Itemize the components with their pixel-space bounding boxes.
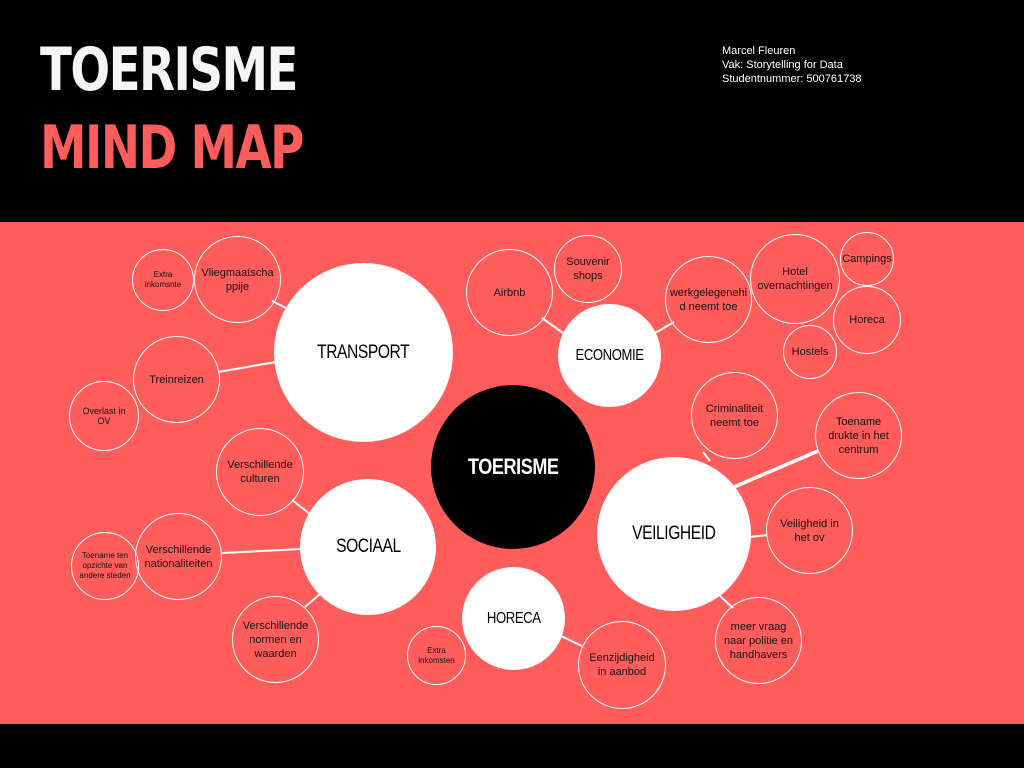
node-campings: Campings [840,232,894,286]
node-flight-extra: Extra inkomsnte [132,249,194,311]
node-crime: Criminaliteit neemt toe [691,372,778,459]
node-opinion: Toename ten opzichte van andere steden [71,532,139,600]
node-horeca-extra-label: Extra inkomsten [418,645,455,665]
link-sociaal-norms [304,593,321,608]
node-cultures: Verschillende culturen [216,428,304,516]
node-employment-label: werkgelegenehid neemt toe [669,286,748,313]
link-sociaal-cultures [291,499,311,515]
node-crowds-label: Toename drukte in het centrum [828,415,889,456]
node-hostels-label: Hostels [791,346,829,358]
node-hotel-label: Hotel overnachtingen [757,266,833,292]
node-transport-label: TRANSPORT [317,341,410,363]
node-cultures-label: Verschillende culturen [227,459,293,485]
node-opinion-label: Toename ten opzichte van andere steden [79,551,131,580]
node-souvenir-label: Souvenir shops [566,256,610,282]
node-campings-label: Campings [842,253,892,265]
title-line-1: TOERISME [40,35,298,105]
link-veiligheid-ov [749,534,768,538]
node-crowds: Toename drukte in het centrum [815,392,902,479]
node-norms-label: Verschillende normen en waarden [242,619,309,660]
link-economie-employment [654,321,675,334]
link-veiligheid-crime [702,451,711,462]
course-name: Vak: Storytelling for Data [722,59,843,71]
node-ov-safety: Veiligheid in het ov [766,487,853,574]
node-police: meer vraag naar politie en handhavers [715,597,802,684]
student-number: Studentnummer: 500761738 [722,73,862,85]
node-horeca-extra: Extra inkomsten [407,626,466,685]
node-train-label: Treinreizen [149,373,204,386]
node-train-nuisance-label: Overlast in OV [82,406,126,426]
node-souvenir: Souvenir shops [554,235,622,303]
node-airbnb-label: Airbnb [493,286,526,299]
node-economie-label: ECONOMIE [575,346,644,364]
author-name: Marcel Fleuren [722,45,796,57]
title-line-2: MIND MAP [40,113,304,183]
node-train-nuisance: Overlast in OV [69,381,139,451]
node-train: Treinreizen [133,336,220,423]
node-crime-label: Criminaliteit neemt toe [705,402,764,429]
author-info: Marcel Fleuren Vak: Storytelling for Dat… [722,44,861,86]
node-center-label: TOERISME [467,454,559,479]
node-norms: Verschillende normen en waarden [232,596,319,683]
node-veiligheid-label: VEILIGHEID [632,523,716,544]
node-sociaal-label: SOCIAAL [335,536,401,557]
node-nationalities-label: Verschillende nationaliteiten [144,543,213,570]
node-uniform: Eenzijdigheid in aanbod [578,621,666,709]
node-hostels: Hostels [783,325,837,379]
link-economie-airbnb [541,317,564,334]
node-sociaal: SOCIAAL [300,479,436,615]
node-police-label: meer vraag naar politie en handhavers [723,620,794,661]
node-employment: werkgelegenehid neemt toe [665,256,752,343]
link-veiligheid-crowds [733,449,819,489]
node-veiligheid: VEILIGHEID [597,457,751,611]
node-horeca-leaf-label: Horeca [849,314,885,326]
node-flight-extra-label: Extra inkomsnte [144,270,182,289]
node-flight: Vliegmaatschappije [194,236,281,323]
node-flight-label: Vliegmaatschappije [201,266,274,293]
node-hotel: Hotel overnachtingen [750,234,840,324]
link-horeca-uniform [560,635,583,647]
node-horeca: HORECA [462,567,565,670]
node-ov-safety-label: Veiligheid in het ov [780,517,839,544]
node-uniform-label: Eenzijdigheid in aanbod [589,652,655,678]
node-economie: ECONOMIE [558,304,661,407]
node-nationalities: Verschillende nationaliteiten [135,513,222,600]
node-center: TOERISME [431,385,595,549]
link-sociaal-nationalities [221,548,302,554]
node-horeca-leaf: Horeca [833,286,901,354]
node-airbnb: Airbnb [466,249,553,336]
link-transport-train [217,361,277,373]
node-transport: TRANSPORT [274,263,453,442]
node-horeca-label: HORECA [486,609,541,627]
